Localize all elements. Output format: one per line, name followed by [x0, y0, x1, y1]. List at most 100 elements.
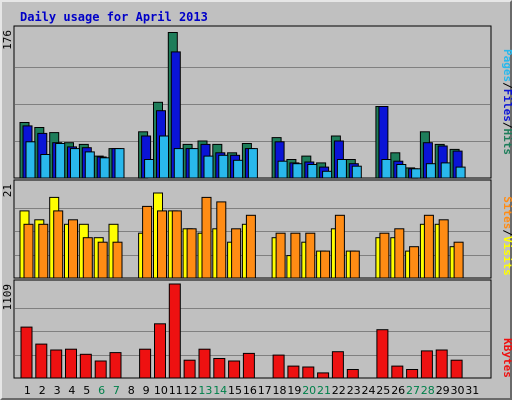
bar-sites-21: [320, 250, 331, 279]
x-tick-label: 10: [154, 384, 168, 397]
bar-pages-13: [203, 155, 214, 179]
x-tick-label: 28: [421, 384, 435, 397]
bar-sites-26: [394, 228, 405, 279]
bar-sites-18: [275, 232, 286, 279]
x-tick-label: 19: [287, 384, 301, 397]
bar-pages-22: [336, 159, 347, 179]
bar-sites-9: [142, 205, 153, 279]
x-tick-label: 21: [317, 384, 331, 397]
bar-sites-28: [423, 214, 434, 279]
bar-kbytes-20: [302, 366, 315, 379]
bar-sites-15: [231, 228, 242, 279]
x-tick-label: 29: [436, 384, 450, 397]
x-tick-label: 9: [143, 384, 150, 397]
y-max-label: 21: [1, 184, 14, 197]
legend-pages-files-hits: Pages/Files/Hits: [501, 49, 512, 155]
bar-pages-6: [99, 157, 110, 179]
x-tick-label: 16: [243, 384, 257, 397]
bar-kbytes-1: [20, 326, 33, 379]
bar-kbytes-7: [109, 352, 122, 379]
bar-sites-23: [349, 250, 360, 279]
bar-kbytes-3: [50, 349, 63, 379]
legend-pages-files-hits-part: Hits: [501, 129, 512, 156]
legend-sites-visits-part: Visits: [501, 236, 512, 276]
bar-kbytes-30: [450, 359, 463, 379]
bar-sites-13: [201, 196, 212, 279]
bar-pages-23: [351, 165, 362, 179]
bar-sites-12: [186, 228, 197, 279]
bar-pages-18: [277, 160, 288, 179]
legend-kbytes-part: KBytes: [501, 338, 512, 378]
bar-pages-25: [381, 159, 392, 179]
bar-kbytes-29: [435, 349, 448, 379]
x-tick-label: 18: [273, 384, 287, 397]
bar-kbytes-23: [346, 369, 359, 379]
bar-pages-30: [455, 166, 466, 179]
bar-pages-20: [307, 164, 318, 179]
bar-pages-3: [55, 143, 66, 179]
legend-kbytes: KBytes: [501, 338, 512, 378]
bar-sites-7: [112, 241, 123, 279]
bar-pages-2: [40, 154, 51, 179]
bar-pages-9: [144, 159, 155, 179]
bar-sites-2: [38, 223, 49, 279]
bar-pages-12: [188, 148, 199, 179]
x-tick-label: 1: [24, 384, 31, 397]
bar-pages-26: [396, 164, 407, 179]
bar-kbytes-28: [420, 350, 433, 379]
bar-pages-11: [173, 148, 184, 179]
x-tick-label: 4: [68, 384, 75, 397]
y-max-label: 176: [1, 30, 14, 50]
x-tick-label: 24: [362, 384, 376, 397]
bar-sites-29: [438, 219, 449, 279]
bar-pages-1: [25, 141, 36, 179]
bar-pages-4: [70, 148, 80, 179]
bar-kbytes-22: [331, 351, 344, 379]
bar-pages-14: [218, 154, 229, 179]
bar-kbytes-21: [317, 372, 330, 379]
bar-sites-4: [68, 219, 78, 279]
bar-kbytes-9: [139, 348, 152, 379]
legend-pages-files-hits-part: Files: [501, 89, 512, 122]
bar-pages-5: [84, 151, 95, 179]
bar-kbytes-25: [376, 329, 389, 379]
bar-kbytes-12: [183, 359, 196, 379]
x-tick-label: 25: [376, 384, 390, 397]
x-tick-label: 30: [451, 384, 465, 397]
bar-pages-21: [322, 170, 333, 179]
bar-sites-5: [82, 237, 93, 279]
bar-pages-16: [247, 148, 258, 179]
bar-sites-25: [379, 232, 390, 279]
bar-pages-27: [411, 168, 422, 179]
bar-kbytes-4: [65, 348, 77, 379]
bar-sites-14: [216, 201, 227, 279]
legend-pages-files-hits-part: /: [501, 82, 512, 89]
bar-sites-22: [334, 214, 345, 279]
legend-sites-visits: Sites/Visits: [501, 196, 512, 276]
x-tick-label: 8: [128, 384, 135, 397]
bar-pages-29: [440, 162, 451, 179]
bar-sites-6: [97, 241, 108, 279]
x-tick-label: 22: [332, 384, 346, 397]
x-tick-label: 26: [391, 384, 405, 397]
bar-kbytes-5: [79, 353, 92, 379]
bar-sites-10: [157, 210, 167, 279]
x-tick-label: 12: [184, 384, 198, 397]
bar-pages-10: [159, 135, 169, 179]
x-tick-label: 3: [54, 384, 61, 397]
bar-pages-19: [292, 163, 303, 179]
bar-kbytes-15: [228, 360, 241, 379]
bar-kbytes-13: [198, 348, 211, 379]
x-tick-label: 23: [347, 384, 361, 397]
legend-sites-visits-part: /: [501, 229, 512, 236]
bar-kbytes-14: [213, 358, 226, 379]
legend-pages-files-hits-part: Pages: [501, 49, 512, 82]
bar-kbytes-16: [242, 352, 255, 379]
bar-kbytes-2: [35, 343, 48, 379]
bar-sites-11: [171, 210, 182, 279]
bar-kbytes-10: [154, 323, 166, 379]
x-tick-label: 15: [228, 384, 242, 397]
bar-sites-1: [23, 223, 34, 279]
x-tick-label: 31: [465, 384, 479, 397]
